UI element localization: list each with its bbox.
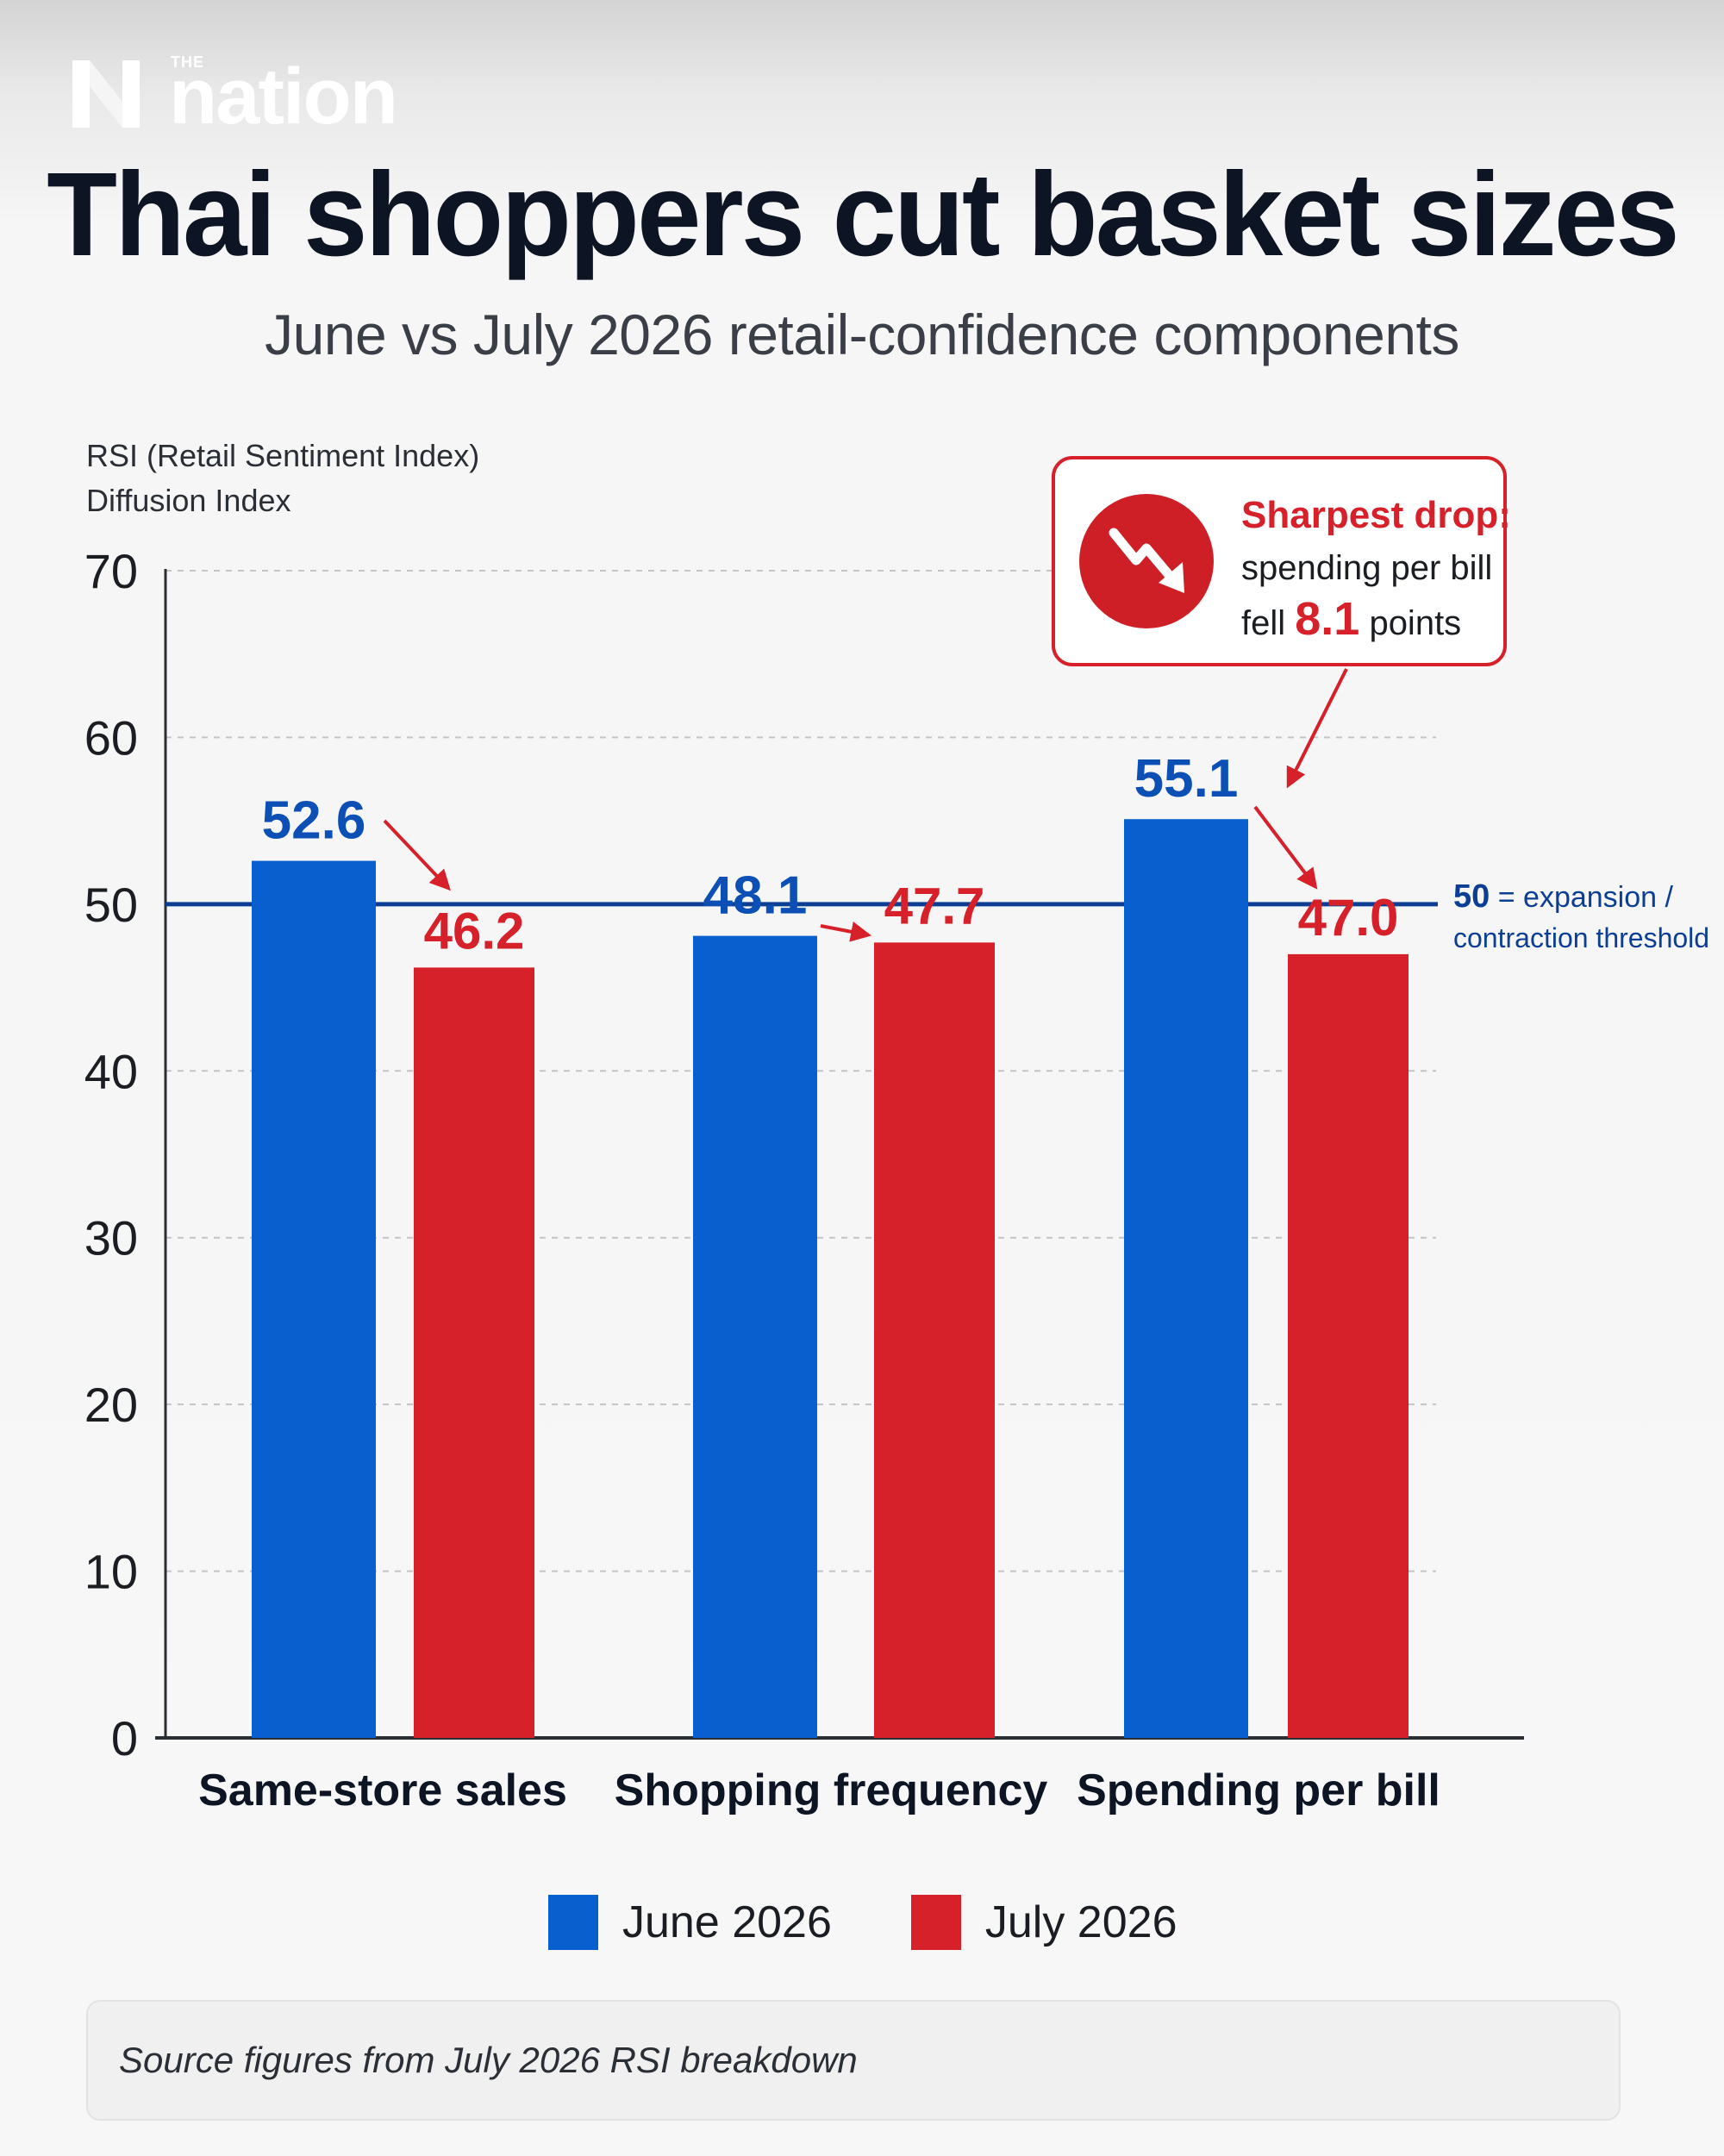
threshold-value: 50	[1453, 878, 1490, 915]
source-note: Source figures from July 2026 RSI breakd…	[86, 2000, 1621, 2121]
brand-word: nation	[169, 53, 398, 141]
y-tick-label: 30	[84, 1211, 138, 1265]
change-arrows	[383, 805, 1318, 942]
trending-down-icon	[1079, 494, 1214, 628]
bar-june-2026	[1124, 819, 1248, 1739]
brand-small-text: THE	[171, 53, 204, 71]
legend-swatch-july	[910, 1895, 961, 1950]
change-arrow	[383, 819, 451, 891]
y-axis-label-line2: Diffusion Index	[86, 483, 291, 518]
threshold-text: = expansion /	[1490, 881, 1673, 914]
data-label-june: 48.1	[703, 866, 808, 926]
bars	[252, 819, 1409, 1739]
change-arrow	[820, 922, 872, 942]
legend: June 2026 July 2026	[548, 1895, 1257, 1950]
category-label: Same-store sales	[198, 1765, 567, 1815]
threshold-label-line2: contraction threshold	[1453, 922, 1709, 953]
callout-head: Sharpest drop:	[1241, 494, 1511, 536]
value-labels: 52.6 46.2 Same-store sales 48.1 47.7 Shopping…	[198, 749, 1440, 1815]
callout-points: points	[1359, 604, 1461, 642]
legend-item-june: June 2026	[548, 1895, 832, 1950]
y-tick-label: 50	[84, 878, 138, 932]
category-label: Shopping frequency	[615, 1765, 1048, 1815]
callout-fell: fell	[1241, 604, 1295, 642]
bar-june-2026	[252, 860, 376, 1738]
category-label: Spending per bill	[1077, 1765, 1440, 1815]
data-label-june: 55.1	[1134, 749, 1239, 809]
legend-label-june: June 2026	[622, 1897, 832, 1947]
chart-subtitle: June vs July 2026 retail-confidence comp…	[265, 303, 1459, 366]
callout-drop-value: 8.1	[1295, 593, 1359, 645]
nation-logo-icon	[72, 60, 140, 128]
callout-box: Sharpest drop: spending per bill fell 8.…	[1052, 456, 1511, 789]
callout-line2: spending per bill	[1241, 549, 1492, 587]
bar-july-2026	[1288, 953, 1409, 1738]
data-label-july: 47.7	[884, 877, 985, 934]
change-arrow	[1253, 805, 1318, 890]
y-tick-label: 40	[84, 1044, 138, 1098]
bar-july-2026	[414, 967, 534, 1738]
y-tick-label: 20	[84, 1378, 138, 1432]
data-label-june: 52.6	[262, 791, 366, 851]
y-tick-label: 60	[84, 710, 138, 765]
threshold-label-line1: 50 = expansion /	[1453, 878, 1673, 915]
bar-july-2026	[874, 942, 995, 1738]
data-label-july: 47.0	[1298, 889, 1399, 947]
chart-title: Thai shoppers cut basket sizes	[47, 148, 1679, 281]
data-label-july: 46.2	[424, 902, 525, 959]
y-tick-label: 0	[111, 1711, 138, 1765]
y-tick-label: 70	[84, 544, 138, 598]
y-axis-label-line1: RSI (Retail Sentiment Index)	[86, 438, 480, 473]
legend-label-july: July 2026	[984, 1897, 1177, 1947]
legend-swatch-june	[548, 1895, 598, 1950]
callout-line3: fell 8.1 points	[1241, 593, 1461, 645]
brand-logo: THE nation	[69, 53, 398, 136]
brand-wordmark: THE nation	[169, 53, 398, 136]
legend-item-july: July 2026	[910, 1895, 1177, 1950]
bar-chart: 0 10 20 30 40 50 60 70 50 = expansion / contract…	[84, 456, 1709, 1815]
y-tick-label: 10	[84, 1545, 138, 1599]
bar-june-2026	[693, 935, 817, 1738]
callout-pointer-arrow	[1286, 668, 1348, 789]
